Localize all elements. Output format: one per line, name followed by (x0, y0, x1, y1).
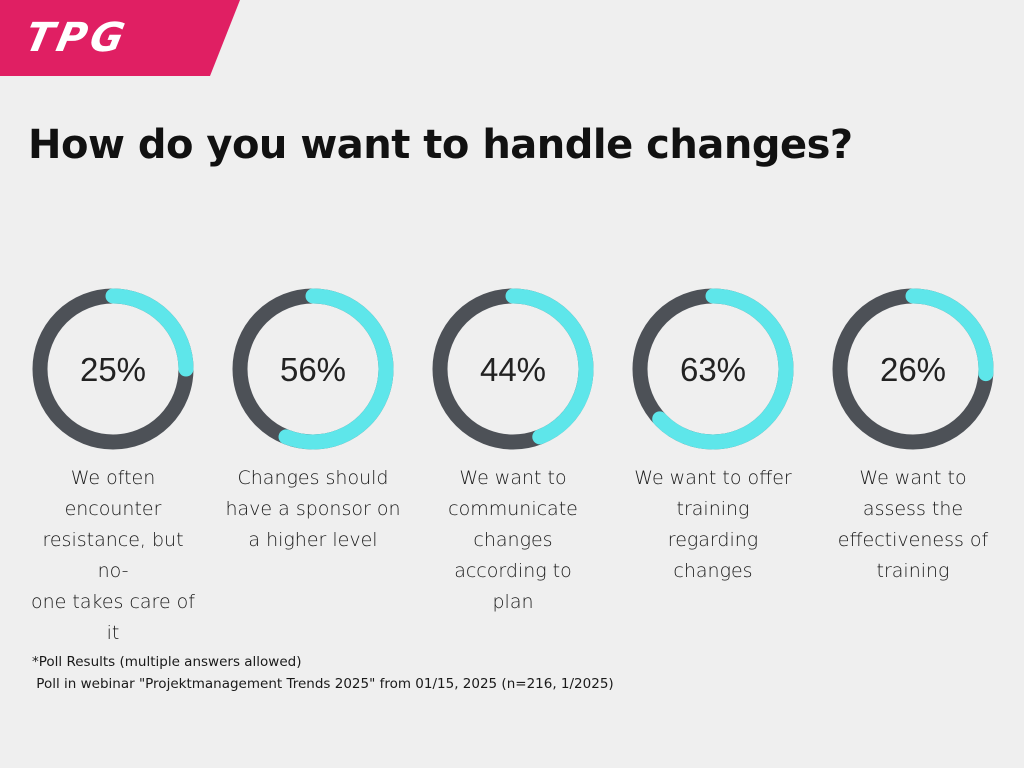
donut-caption-line: plan (492, 591, 534, 613)
donut-value-arc (432, 288, 594, 450)
donut-item: 63% We want to offer training regarding chan… (623, 285, 803, 587)
logo: TPG (0, 0, 240, 76)
donut-chart: 44% (432, 288, 594, 450)
donut-caption-line: have a sponsor on (225, 498, 401, 520)
logo-background (0, 0, 240, 76)
donut-chart: 25% (32, 288, 194, 450)
donut-caption-line: We often (70, 467, 156, 489)
donut-value-label: 44% (480, 351, 546, 388)
donut-caption-line: regarding (667, 529, 759, 551)
donut-item: 56% Changes should have a sponsor on a high… (223, 285, 403, 556)
donut-caption-line: a higher level (248, 529, 378, 551)
footnote-line-2: Poll in webinar "Projektmanagement Trend… (32, 676, 614, 692)
donut-caption-line: Changes should (237, 467, 389, 489)
donut-caption: We want to offer training regarding changes (623, 463, 803, 587)
logo-text: TPG (21, 15, 133, 61)
donut-caption-line: We want to (859, 467, 967, 489)
footnote: *Poll Results (multiple answers allowed)… (32, 651, 614, 695)
donut-caption: Changes should have a sponsor on a higher … (223, 463, 403, 556)
donut-value-arc (832, 288, 994, 450)
donut-value-label: 56% (280, 351, 346, 388)
donut-caption-line: We want to (459, 467, 567, 489)
donut-caption-line: encounter (64, 498, 162, 520)
donut-caption-line: assess the (862, 498, 964, 520)
donut-chart: 26% (832, 288, 994, 450)
donut-caption-line: We want to offer (634, 467, 792, 489)
page-title: How do you want to handle changes? (28, 122, 853, 168)
donut-caption: We want to assess the effectiveness of trai… (823, 463, 1003, 587)
donut-caption-line: training (676, 498, 750, 520)
donut-caption-line: communicate (448, 498, 578, 520)
donut-item: 26% We want to assess the effectiveness of t… (823, 285, 1003, 587)
donut-value-arc (32, 288, 194, 450)
donut-chart: 56% (232, 288, 394, 450)
donut-value-arc (232, 288, 394, 450)
donut-chart-row: 25% We often encounter resistance, but no-o… (0, 285, 1024, 644)
donut-value-label: 26% (880, 351, 946, 388)
donut-value-label: 63% (680, 351, 746, 388)
donut-caption-line: training (876, 560, 950, 582)
donut-caption-line: one takes care of it (31, 591, 195, 644)
donut-item: 25% We often encounter resistance, but no-o… (23, 285, 203, 649)
donut-caption-line: effectiveness of (837, 529, 989, 551)
donut-value-label: 25% (80, 351, 146, 388)
donut-caption-line: changes (473, 529, 553, 551)
donut-chart: 63% (632, 288, 794, 450)
donut-caption-line: resistance, but no- (42, 529, 184, 582)
donut-caption-line: changes (673, 560, 753, 582)
donut-item: 44% We want to communicate changes according… (423, 285, 603, 618)
donut-caption: We want to communicate changes according to… (423, 463, 603, 618)
donut-caption: We often encounter resistance, but no-one … (23, 463, 203, 649)
donut-caption-line: according to (454, 560, 572, 582)
footnote-line-1: *Poll Results (multiple answers allowed) (32, 654, 302, 670)
donut-value-arc (632, 288, 794, 450)
